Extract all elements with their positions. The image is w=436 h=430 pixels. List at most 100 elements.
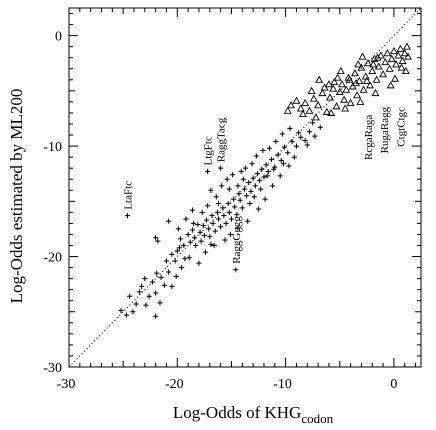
plus-point bbox=[257, 177, 263, 183]
plus-point bbox=[146, 293, 152, 299]
plus-point bbox=[310, 120, 316, 126]
y-tick-label: -10 bbox=[43, 140, 62, 155]
plus-point bbox=[153, 235, 159, 241]
triangle-point bbox=[311, 113, 320, 121]
plot-frame bbox=[68, 7, 422, 368]
plus-point bbox=[177, 236, 184, 242]
plus-point bbox=[268, 156, 275, 162]
plus-point bbox=[222, 237, 228, 243]
y-tick-label: -30 bbox=[43, 361, 62, 376]
plus-point bbox=[266, 145, 272, 151]
plus-point bbox=[281, 144, 288, 150]
plus-point bbox=[219, 183, 225, 189]
plus-point bbox=[193, 242, 199, 249]
triangle-point bbox=[330, 77, 339, 86]
triangle-point bbox=[283, 106, 292, 114]
plus-point bbox=[208, 241, 214, 247]
plus-point bbox=[124, 213, 131, 219]
plus-point bbox=[203, 217, 210, 223]
plus-point bbox=[246, 179, 252, 186]
plus-point bbox=[210, 220, 216, 226]
triangle-point bbox=[396, 44, 405, 52]
plus-point bbox=[296, 130, 302, 136]
x-axis-title: Log-Odds of KHGcodon bbox=[173, 403, 334, 426]
annotations: LtaFtc LtgFtc RaggTacg RaggGggg RcgaRaga Ruga… bbox=[122, 106, 407, 263]
plus-point bbox=[229, 172, 236, 178]
plus-point bbox=[286, 163, 292, 169]
triangle-point bbox=[354, 60, 363, 68]
plus-point bbox=[247, 200, 253, 207]
plus-point bbox=[118, 308, 124, 314]
triangle-point bbox=[381, 57, 390, 66]
triangle-point bbox=[340, 95, 349, 103]
plus-point bbox=[166, 218, 172, 224]
plus-point bbox=[291, 154, 297, 160]
plus-point bbox=[221, 213, 227, 219]
plus-point bbox=[211, 242, 217, 249]
triangle-point bbox=[353, 91, 362, 99]
plus-point bbox=[250, 175, 256, 181]
plus-point bbox=[251, 194, 257, 200]
plus-point bbox=[249, 161, 255, 167]
triangle-point bbox=[332, 102, 341, 110]
triangle-point bbox=[404, 52, 412, 60]
plus-point bbox=[233, 267, 239, 273]
plus-point bbox=[242, 165, 249, 171]
plus-point bbox=[304, 142, 310, 148]
plus-point bbox=[186, 255, 192, 261]
plus-point bbox=[205, 203, 211, 209]
plus-point bbox=[182, 256, 188, 262]
plus-point bbox=[136, 289, 142, 295]
point-annotation: RaggTacg bbox=[216, 117, 228, 162]
plus-point bbox=[138, 283, 145, 289]
triangle-point bbox=[370, 54, 379, 62]
plus-point bbox=[265, 168, 271, 175]
triangle-point bbox=[359, 85, 368, 93]
plus-point bbox=[161, 282, 167, 288]
triangle-point bbox=[386, 81, 395, 89]
plus-point bbox=[263, 162, 269, 168]
plus-point bbox=[169, 251, 175, 257]
plus-point bbox=[163, 258, 170, 264]
plus-point bbox=[179, 264, 185, 271]
plus-point bbox=[226, 209, 232, 215]
plus-point bbox=[264, 173, 270, 179]
x-tick-label: -10 bbox=[273, 377, 292, 392]
plus-point bbox=[235, 183, 241, 189]
plus-point bbox=[196, 260, 202, 266]
triangle-point bbox=[362, 76, 371, 84]
plus-point bbox=[192, 235, 198, 241]
plus-point bbox=[228, 216, 235, 222]
plus-point bbox=[142, 276, 148, 282]
plus-point bbox=[244, 193, 250, 199]
plus-point bbox=[280, 161, 287, 167]
plus-point bbox=[143, 302, 149, 308]
plus-point bbox=[232, 204, 238, 210]
plus-point bbox=[181, 242, 187, 249]
triangle-point bbox=[329, 84, 338, 92]
plus-point bbox=[252, 183, 258, 189]
triangle-point bbox=[356, 97, 365, 105]
plus-point bbox=[173, 273, 179, 280]
plus-point bbox=[213, 194, 219, 200]
triangle-point bbox=[379, 70, 388, 78]
plus-point bbox=[241, 186, 248, 192]
plus-point bbox=[174, 248, 180, 254]
plus-point bbox=[255, 206, 262, 212]
plus-point bbox=[285, 150, 291, 156]
plus-point bbox=[278, 157, 284, 164]
point-annotation: LtaFtc bbox=[122, 181, 134, 210]
plus-point bbox=[234, 211, 240, 218]
plus-point bbox=[169, 283, 175, 289]
triangle-point bbox=[355, 76, 364, 84]
triangle-point bbox=[326, 93, 334, 101]
triangle-point bbox=[373, 53, 382, 61]
triangle-point bbox=[400, 49, 409, 57]
plus-point bbox=[312, 133, 318, 139]
triangle-point bbox=[372, 75, 381, 83]
plus-point bbox=[195, 221, 201, 228]
triangle-point bbox=[371, 88, 380, 97]
triangle-point bbox=[333, 73, 342, 81]
triangle-point bbox=[346, 98, 355, 107]
reference-line bbox=[68, 7, 422, 368]
